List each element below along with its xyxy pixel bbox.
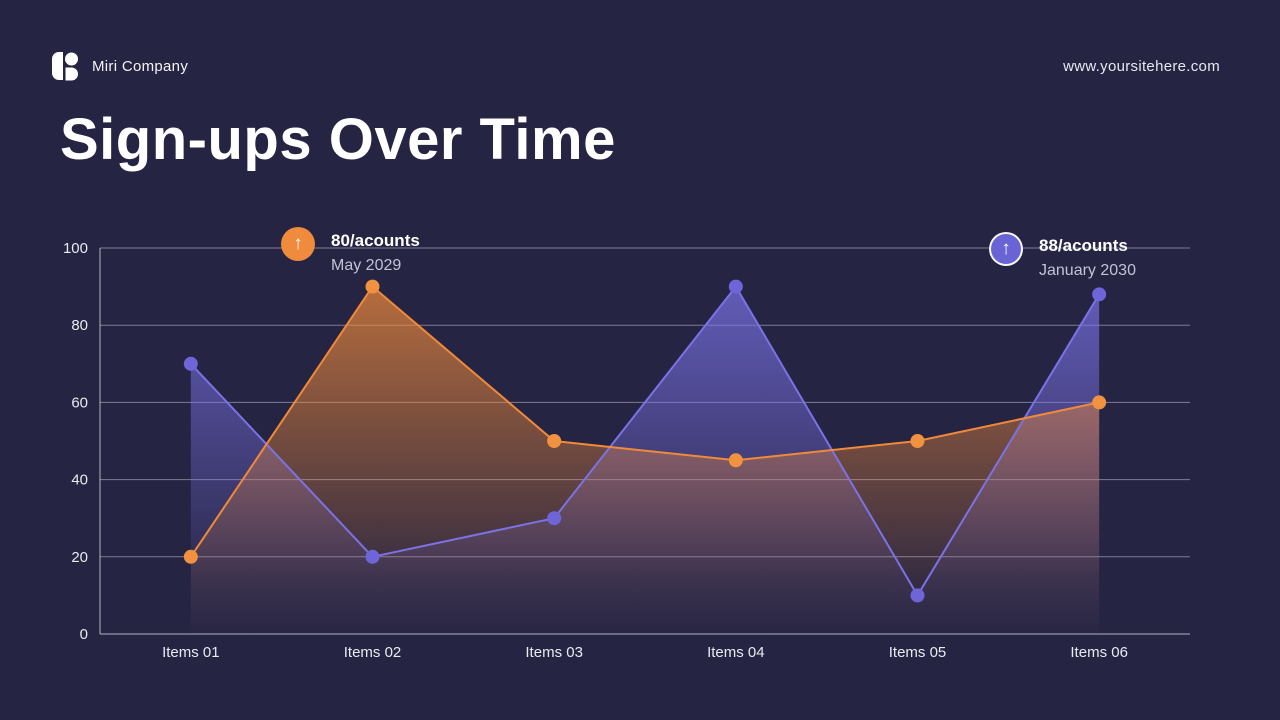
purple-data-point [183,356,198,371]
orange-series-line [190,285,1100,558]
y-tick-label: 20 [71,549,88,566]
arrow-up-icon: ↑ [281,227,315,261]
company-name: Miri Company [92,57,189,75]
page-title: Sign-ups Over Time [60,107,616,172]
arrow-up-icon: ↑ [989,232,1023,266]
purple-data-point [910,588,925,603]
orange-data-point [183,549,198,564]
y-tick-label: 40 [71,472,88,489]
annotation-january-2030: ↑ 88/acounts January 2030 [989,232,1136,283]
x-tick-label: Items 01 [162,644,220,661]
purple-data-point [728,279,743,294]
x-tick-label: Items 06 [1070,644,1128,661]
y-tick-label: 60 [71,394,88,411]
website-url: www.yoursitehere.com [1063,57,1220,75]
x-tick-label: Items 03 [525,644,583,661]
annotation-value: 88/acounts [1039,236,1128,255]
annotation-value: 80/acounts [331,231,420,250]
orange-data-point [1092,395,1107,410]
x-tick-label: Items 04 [707,644,765,661]
orange-data-point [547,434,562,448]
y-tick-label: 80 [71,317,88,334]
x-tick-label: Items 02 [344,644,402,661]
annotation-date: May 2029 [331,257,402,274]
company-logo-icon [52,52,78,81]
orange-data-point [728,453,743,468]
annotation-text: 80/acounts May 2029 [331,227,420,278]
annotation-may-2029: ↑ 80/acounts May 2029 [281,227,420,278]
purple-data-point [547,511,562,526]
annotation-date: January 2030 [1039,262,1136,279]
y-tick-label: 100 [63,240,88,257]
header: Miri Company www.yoursitehere.com [50,48,1220,84]
brand: Miri Company [50,51,188,81]
purple-series-line [190,284,1101,598]
annotation-text: 88/acounts January 2030 [1039,232,1136,283]
x-tick-label: Items 05 [889,644,947,661]
orange-series-area [190,286,1100,634]
orange-data-point [365,279,380,294]
y-tick-label: 0 [80,626,88,643]
purple-data-point [1092,287,1107,302]
purple-data-point [365,549,380,564]
orange-data-point [910,434,925,448]
